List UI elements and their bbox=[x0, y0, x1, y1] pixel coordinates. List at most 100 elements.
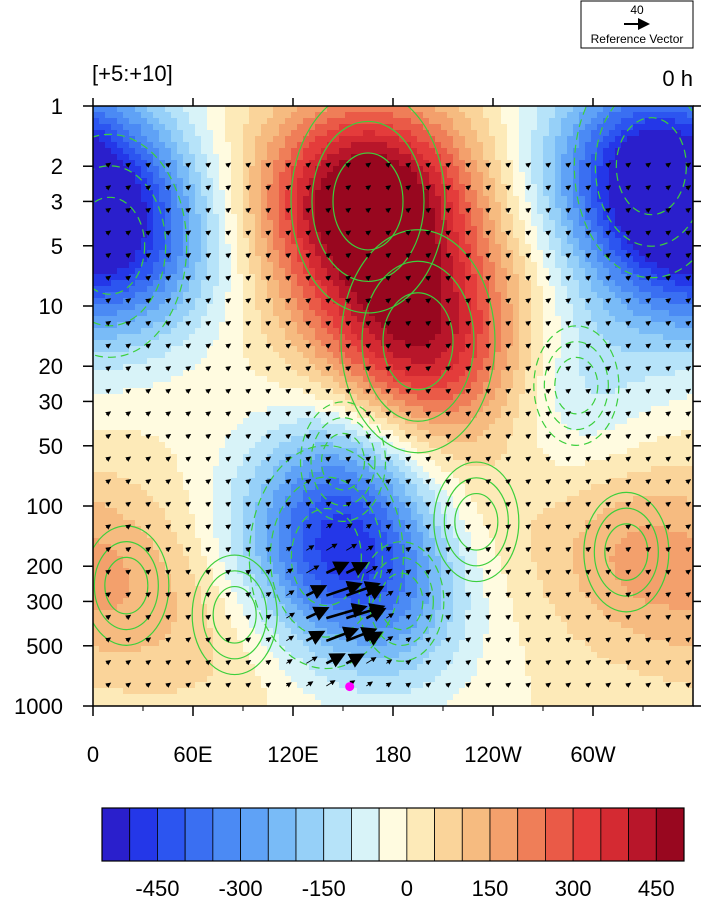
heatmap-cell bbox=[369, 376, 376, 383]
heatmap-cell bbox=[639, 400, 646, 407]
heatmap-cell bbox=[111, 142, 118, 149]
heatmap-cell bbox=[381, 118, 388, 125]
heatmap-cell bbox=[429, 160, 436, 167]
heatmap-cell bbox=[267, 226, 274, 233]
heatmap-cell bbox=[573, 358, 580, 365]
heatmap-cell bbox=[603, 310, 610, 317]
heatmap-cell bbox=[201, 316, 208, 323]
heatmap-cell bbox=[285, 346, 292, 353]
heatmap-cell bbox=[573, 310, 580, 317]
heatmap-cell bbox=[255, 250, 262, 257]
heatmap-cell bbox=[645, 124, 652, 131]
heatmap-cell bbox=[633, 226, 640, 233]
heatmap-cell bbox=[177, 166, 184, 173]
heatmap-cell bbox=[267, 394, 274, 401]
heatmap-cell bbox=[141, 298, 148, 305]
heatmap-cell bbox=[99, 202, 106, 209]
heatmap-cell bbox=[201, 184, 208, 191]
heatmap-cell bbox=[657, 352, 664, 359]
heatmap-cell bbox=[585, 340, 592, 347]
heatmap-cell bbox=[177, 256, 184, 263]
heatmap-cell bbox=[561, 274, 568, 281]
heatmap-cell bbox=[387, 370, 394, 377]
heatmap-cell bbox=[441, 304, 448, 311]
heatmap-cell bbox=[333, 190, 340, 197]
heatmap-cell bbox=[291, 382, 298, 389]
heatmap-cell bbox=[273, 208, 280, 215]
heatmap-cell bbox=[333, 142, 340, 149]
heatmap-cell bbox=[429, 304, 436, 311]
heatmap-cell bbox=[309, 220, 316, 227]
heatmap-cell bbox=[471, 142, 478, 149]
heatmap-cell bbox=[531, 220, 538, 227]
heatmap-cell bbox=[501, 244, 508, 251]
heatmap-cell bbox=[651, 166, 658, 173]
heatmap-cell bbox=[537, 148, 544, 155]
heatmap-cell bbox=[249, 388, 256, 395]
heatmap-cell bbox=[609, 208, 616, 215]
heatmap-cell bbox=[129, 370, 136, 377]
heatmap-cell bbox=[417, 232, 424, 239]
heatmap-cell bbox=[231, 160, 238, 167]
heatmap-cell bbox=[297, 202, 304, 209]
heatmap-cell bbox=[597, 382, 604, 389]
heatmap-cell bbox=[291, 130, 298, 137]
heatmap-cell bbox=[135, 358, 142, 365]
heatmap-cell bbox=[681, 250, 688, 257]
heatmap-cell bbox=[249, 220, 256, 227]
heatmap-cell bbox=[183, 346, 190, 353]
heatmap-cell bbox=[303, 358, 310, 365]
heatmap-cell bbox=[213, 334, 220, 341]
heatmap-cell bbox=[639, 394, 646, 401]
heatmap-cell bbox=[441, 232, 448, 239]
heatmap-cell bbox=[363, 304, 370, 311]
heatmap-cell bbox=[153, 262, 160, 269]
heatmap-cell bbox=[219, 316, 226, 323]
heatmap-cell bbox=[573, 250, 580, 257]
heatmap-cell bbox=[135, 274, 142, 281]
heatmap-cell bbox=[333, 274, 340, 281]
heatmap-cell bbox=[111, 352, 118, 359]
heatmap-cell bbox=[561, 238, 568, 245]
heatmap-cell bbox=[165, 328, 172, 335]
heatmap-cell bbox=[147, 382, 154, 389]
heatmap-cell bbox=[633, 106, 640, 113]
heatmap-cell bbox=[465, 112, 472, 119]
heatmap-cell bbox=[117, 400, 124, 407]
heatmap-cell bbox=[609, 172, 616, 179]
heatmap-cell bbox=[657, 184, 664, 191]
heatmap-cell bbox=[561, 112, 568, 119]
heatmap-cell bbox=[363, 262, 370, 269]
heatmap-cell bbox=[285, 166, 292, 173]
heatmap-cell bbox=[597, 298, 604, 305]
heatmap-cell bbox=[129, 250, 136, 257]
heatmap-cell bbox=[303, 340, 310, 347]
heatmap-cell bbox=[411, 364, 418, 371]
heatmap-cell bbox=[165, 178, 172, 185]
heatmap-cell bbox=[417, 400, 424, 407]
heatmap-cell bbox=[345, 124, 352, 131]
heatmap-cell bbox=[261, 202, 268, 209]
heatmap-cell bbox=[465, 394, 472, 401]
heatmap-cell bbox=[609, 214, 616, 221]
heatmap-cell bbox=[345, 352, 352, 359]
heatmap-cell bbox=[561, 244, 568, 251]
heatmap-cell bbox=[165, 280, 172, 287]
heatmap-cell bbox=[609, 160, 616, 167]
heatmap-cell bbox=[561, 226, 568, 233]
heatmap-cell bbox=[669, 214, 676, 221]
heatmap-cell bbox=[147, 346, 154, 353]
heatmap-cell bbox=[417, 346, 424, 353]
heatmap-cell bbox=[669, 298, 676, 305]
heatmap-cell bbox=[591, 250, 598, 257]
heatmap-cell bbox=[645, 118, 652, 125]
heatmap-cell bbox=[597, 238, 604, 245]
heatmap-cell bbox=[381, 394, 388, 401]
heatmap-cell bbox=[357, 220, 364, 227]
heatmap-cell bbox=[483, 280, 490, 287]
heatmap-cell bbox=[303, 304, 310, 311]
heatmap-cell bbox=[411, 274, 418, 281]
heatmap-cell bbox=[195, 232, 202, 239]
heatmap-cell bbox=[213, 118, 220, 125]
heatmap-cell bbox=[597, 142, 604, 149]
